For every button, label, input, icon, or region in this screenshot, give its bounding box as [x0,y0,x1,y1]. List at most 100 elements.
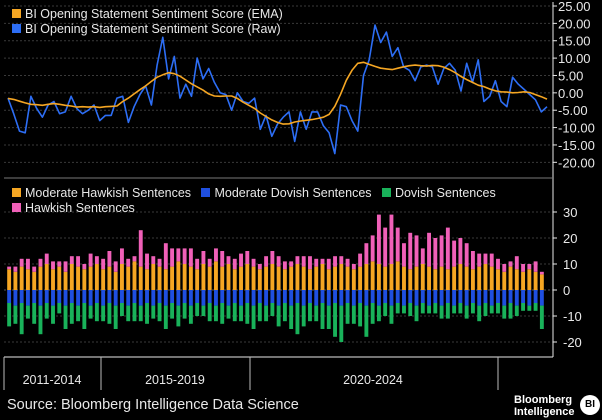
bar-moderate-hawkish [107,266,112,290]
bar-moderate-hawkish [521,271,526,290]
legend-label-dovish: Dovish Sentences [394,186,496,200]
bar-hawkish [464,243,469,267]
bar-moderate-hawkish [458,264,463,290]
bar-stack [76,256,81,322]
bar-moderate-dovish [308,290,312,303]
bar-moderate-hawkish [514,269,519,290]
bar-moderate-dovish [345,290,350,303]
bar-dovish [326,305,331,329]
bar-stack [120,248,124,316]
bar-moderate-dovish [195,290,200,303]
bar-moderate-dovish [82,290,87,303]
bar-stack [326,258,331,329]
bar-moderate-dovish [376,290,381,306]
bar-dovish [402,305,406,314]
bar-hawkish [88,253,93,267]
bar-hawkish [496,258,500,270]
bar-stack [289,261,294,329]
bar-moderate-dovish [470,290,475,303]
bar-dovish [251,305,256,329]
bar-dovish [308,303,312,322]
bar-hawkish [76,256,81,267]
bar-hawkish [333,256,337,267]
bar-stack [345,258,350,324]
bar-moderate-dovish [508,290,513,303]
bar-moderate-hawkish [7,269,12,290]
bar-moderate-hawkish [145,269,149,290]
bar-dovish [527,305,532,311]
bar-dovish [239,305,243,322]
bar-moderate-dovish [483,290,488,303]
bar-moderate-dovish [245,290,250,303]
bar-dovish [176,305,181,327]
bar-moderate-hawkish [496,269,500,290]
bar-moderate-dovish [88,290,93,306]
bar-dovish [226,305,231,319]
bar-hawkish [13,266,18,272]
bar-stack [7,266,12,327]
legend-row-1: Moderate Hawkish Sentences Moderate Dovi… [12,186,496,201]
bar-moderate-dovish [420,290,425,303]
bar-hawkish [188,248,193,267]
legend-item-hawkish: Hawkish Sentences [12,201,135,215]
bar-dovish [32,303,37,324]
bar-moderate-dovish [201,290,206,306]
bar-hawkish [301,256,306,267]
bar-moderate-dovish [533,290,538,303]
logo-line-1: Bloomberg [514,394,573,406]
bar-moderate-hawkish [264,266,269,290]
bar-moderate-hawkish [508,266,513,290]
bar-dovish [533,303,538,311]
bar-hawkish [477,253,482,267]
x-group-label: 2015-2019 [145,373,205,387]
bar-hawkish [282,261,287,270]
bar-hawkish [458,238,463,264]
bar-hawkish [82,264,87,270]
bar-dovish [351,305,356,324]
bar-stack [521,264,526,311]
bar-dovish [151,305,156,319]
bar-moderate-dovish [351,290,356,306]
bar-hawkish [314,258,319,267]
bar-stack [452,240,457,314]
bar-dovish [439,305,444,319]
bar-moderate-dovish [301,290,306,306]
bar-stack [188,248,193,324]
bar-dovish [395,303,400,314]
bar-hawkish [339,256,344,264]
bar-moderate-hawkish [88,266,93,290]
bar-stack [295,256,300,335]
axes [4,2,554,358]
bar-moderate-hawkish [414,266,419,290]
bar-moderate-hawkish [427,266,431,290]
bar-dovish [138,305,143,322]
bar-dovish [489,305,494,314]
bar-stack [502,264,507,319]
bar-stack [32,266,37,324]
bar-hawkish [251,258,256,267]
bar-stack [226,256,231,319]
bar-moderate-dovish [157,290,162,303]
bar-dovish [170,303,175,319]
bar-moderate-hawkish [420,264,425,290]
bar-moderate-hawkish [445,269,450,290]
bar-dovish [145,303,149,324]
bar-moderate-hawkish [333,266,337,290]
bar-moderate-dovish [32,290,37,303]
bar-moderate-hawkish [370,261,375,290]
bar-moderate-hawkish [207,266,212,290]
bar-moderate-dovish [126,290,131,306]
bar-dovish [132,303,137,322]
bar-moderate-hawkish [301,266,306,290]
source-note: Source: Bloomberg Intelligence Data Scie… [7,397,299,413]
bar-dovish [470,303,475,314]
bar-dovish [414,305,419,322]
bar-dovish [182,303,187,319]
bar-hawkish [351,264,356,270]
bar-moderate-hawkish [214,261,218,290]
bar-moderate-hawkish [433,269,438,290]
x-axis: 2011-2014 2015-2019 2020-2024 [3,357,499,390]
bar-moderate-dovish [57,290,62,303]
bar-moderate-dovish [145,290,149,303]
bar-hawkish [389,214,394,264]
